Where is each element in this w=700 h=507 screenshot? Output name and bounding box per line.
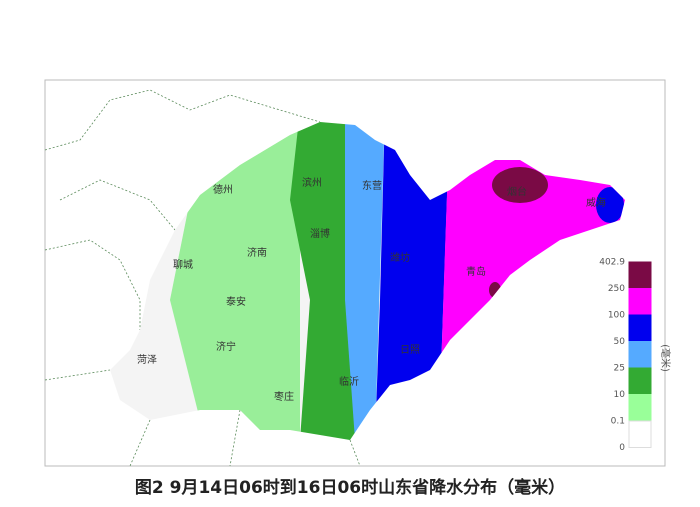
city-label: 菏泽 [137,354,157,366]
caption: 图2 9月14日06时到16日06时山东省降水分布（毫米） [135,477,565,498]
legend-swatch [628,341,652,369]
city-label: 德州 [213,183,233,196]
legend-label: 100 [608,311,625,321]
city-label: 潍坊 [390,251,410,264]
borders [44,89,361,467]
legend-label: 25 [614,364,625,374]
legend-unit: (毫米) [659,344,672,372]
legend-label: 250 [608,284,625,294]
legend-label: 50 [614,337,626,347]
city-label: 泰安 [226,295,246,308]
city-label: 济宁 [216,340,236,353]
legend-swatch [628,288,652,316]
city-label: 滨州 [302,176,322,189]
city-label: 聊城 [173,258,193,271]
legend-label: 0 [619,443,625,453]
city-label: 济南 [247,246,267,259]
city-label: 淄博 [310,227,330,240]
legend-label: 402.9 [599,258,625,268]
legend: 402.9 250 100 50 25 10 0.1 0 [599,258,652,453]
city-label: 威海 [586,196,606,209]
city-label: 临沂 [339,375,359,388]
city-label: 烟台 [507,185,527,198]
legend-label: 0.1 [611,417,625,427]
city-label: 青岛 [466,265,486,278]
legend-swatch [628,314,652,342]
legend-swatch [628,420,652,448]
city-label: 日照 [400,344,420,356]
legend-label: 10 [614,390,626,400]
city-label: 枣庄 [274,390,294,403]
legend-swatch [628,261,652,289]
rainfall-zones [110,122,625,440]
legend-swatch [628,367,652,395]
city-label: 东营 [362,179,382,192]
legend-swatch [628,394,652,422]
